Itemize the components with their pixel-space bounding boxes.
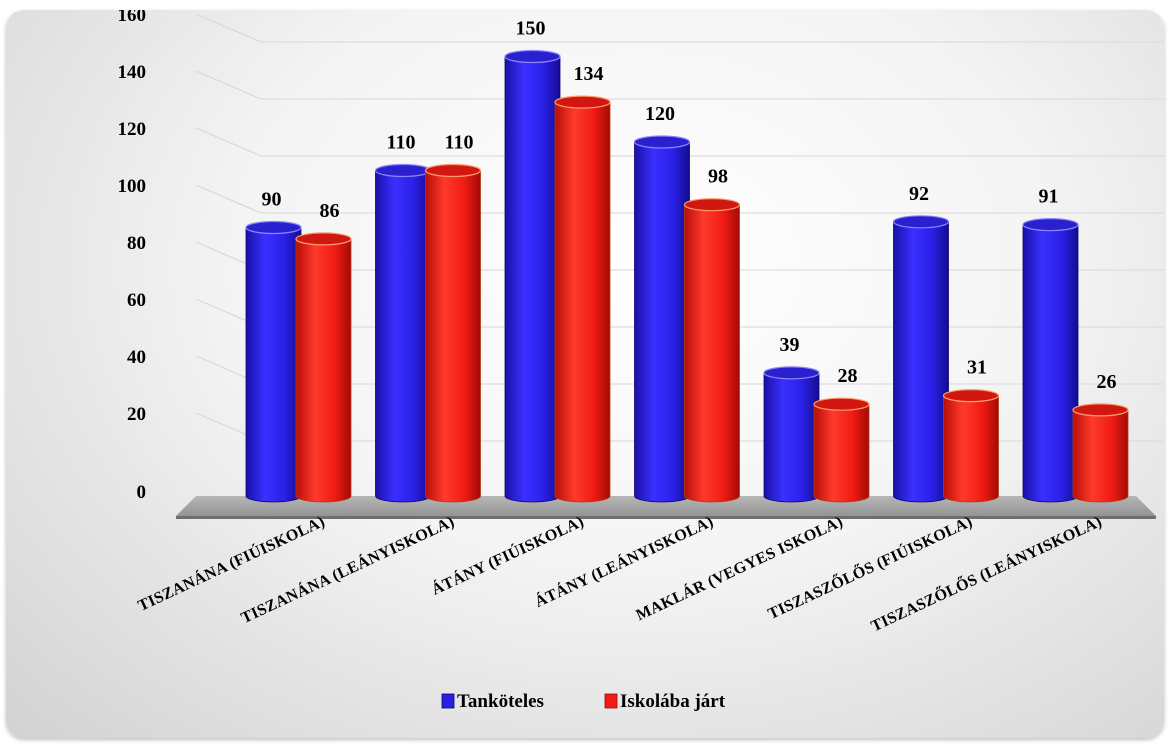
category-label: TISZASZŐLŐS (FIÚISKOLA) — [765, 511, 976, 623]
category-label: MAKLÁR (VEGYES ISKOLA) — [633, 511, 846, 624]
y-tick-label: 60 — [127, 290, 146, 311]
bar-body — [554, 101, 611, 503]
legend-swatch-0 — [441, 693, 455, 709]
bar-tankoteles — [892, 215, 950, 503]
bar-top — [424, 163, 482, 178]
bar-body — [375, 170, 431, 503]
bar-top — [295, 232, 352, 246]
category-label: TISZASZŐLŐS (LEÁNYISKOLA) — [868, 511, 1105, 635]
gridline — [195, 184, 262, 214]
bar-top — [1022, 218, 1079, 232]
bar-tankoteles — [633, 135, 691, 503]
legend-swatch-1 — [604, 693, 618, 709]
y-tick-label: 100 — [118, 176, 147, 197]
data-label: 39 — [780, 334, 800, 356]
gridline — [195, 13, 262, 43]
bar-body — [504, 56, 561, 503]
legend-label-1: Iskolába járt — [620, 691, 726, 712]
y-tick-label: 80 — [127, 233, 146, 254]
y-axis: 0 20 40 60 80 100 120 140 160 — [118, 10, 147, 503]
legend: Tanköteles Iskolába járt — [441, 691, 726, 712]
chart: 0 20 40 60 80 100 120 140 160 90 86 110 110 150 134 12… — [118, 10, 1164, 712]
bar-top — [683, 198, 741, 212]
data-label: 110 — [387, 132, 416, 154]
y-tick-label: 160 — [118, 10, 147, 26]
bar-top — [504, 49, 561, 64]
bar-tankoteles — [245, 220, 302, 503]
bar-top — [813, 397, 870, 411]
legend-label-0: Tanköteles — [457, 691, 544, 712]
bar-top — [763, 366, 820, 380]
y-tick-label: 120 — [118, 119, 147, 140]
bar-body — [425, 170, 481, 503]
data-labels: 90 86 110 110 150 134 120 98 39 28 92 31 91 26 — [262, 18, 1117, 393]
bar-iskolaba-jart — [295, 232, 352, 503]
data-label: 120 — [645, 103, 675, 125]
floor-edge — [176, 516, 1156, 519]
data-label: 98 — [708, 166, 728, 188]
bar-body — [813, 403, 870, 503]
y-tick-label: 20 — [127, 404, 146, 425]
bar-top — [374, 163, 432, 178]
bar-body — [245, 227, 302, 503]
data-label: 26 — [1097, 371, 1117, 393]
chart-frame: 0 20 40 60 80 100 120 140 160 90 86 110 110 150 134 12… — [6, 10, 1164, 738]
data-label: 91 — [1039, 186, 1059, 208]
bar-iskolaba-jart — [554, 95, 611, 503]
gridline — [195, 70, 262, 100]
bar-body — [893, 221, 949, 503]
data-label: 110 — [445, 132, 474, 154]
bar-tankoteles — [504, 49, 561, 503]
bar-body — [943, 395, 999, 503]
bar-body — [295, 238, 352, 503]
bar-body — [684, 204, 740, 503]
data-label: 31 — [967, 357, 987, 379]
bar-top — [942, 389, 1000, 403]
bar-body — [1022, 224, 1079, 503]
bar-top — [1072, 403, 1129, 417]
bar-top — [554, 95, 611, 109]
bars — [245, 49, 1129, 503]
data-label: 92 — [909, 183, 929, 205]
bar-tankoteles — [374, 163, 432, 503]
data-label: 134 — [574, 63, 604, 85]
bar-body — [763, 372, 820, 503]
gridline — [195, 127, 262, 157]
bar-tankoteles — [763, 366, 820, 503]
y-tick-label: 40 — [127, 347, 146, 368]
bar-top — [892, 215, 950, 229]
bar-iskolaba-jart — [1072, 403, 1129, 503]
bar-tankoteles — [1022, 218, 1079, 503]
bar-iskolaba-jart — [813, 397, 870, 503]
data-label: 90 — [262, 189, 282, 211]
bar-iskolaba-jart — [942, 389, 1000, 503]
bar-top — [245, 220, 302, 235]
bar-iskolaba-jart — [683, 198, 741, 503]
category-label: TISZANÁNA (LEÁNYISKOLA) — [238, 511, 457, 627]
y-tick-label: 0 — [137, 482, 147, 503]
data-label: 28 — [838, 365, 858, 387]
data-label: 150 — [516, 18, 546, 40]
bar-iskolaba-jart — [424, 163, 482, 503]
bar-body — [1072, 409, 1129, 503]
bar-body — [634, 141, 690, 503]
bar-top — [633, 135, 691, 149]
x-axis-categories: TISZANÁNA (FIÚISKOLA)TISZANÁNA (LEÁNYISK… — [135, 511, 1105, 635]
y-tick-label: 140 — [118, 62, 147, 83]
data-label: 86 — [320, 200, 340, 222]
